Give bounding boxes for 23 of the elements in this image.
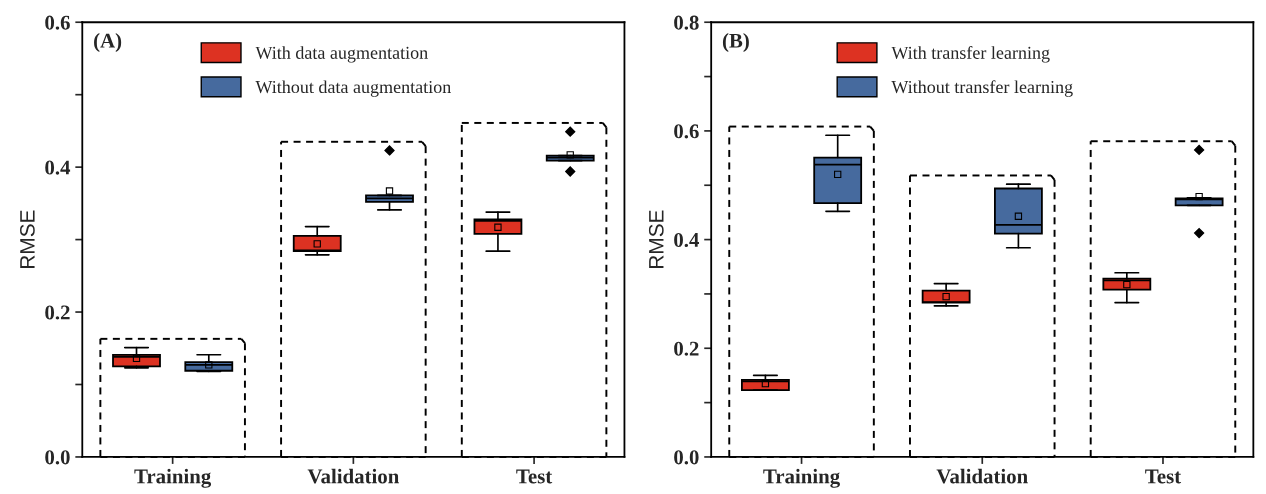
x-tick-label: Training [134,468,212,488]
y-tick-label: 0.0 [674,450,699,465]
x-tick-label: Test [516,469,553,484]
legend-label: With data augmentation [255,46,428,63]
x-tick-label: Training [763,468,840,488]
x-tick-label: Test [1145,469,1182,484]
y-tick-label: 0.4 [674,232,699,248]
y-tick-label: 0.2 [674,341,699,356]
y-tick-label: 0.4 [45,160,71,175]
x-tick-label: Validation [307,468,399,484]
y-tick-label: 0.0 [45,450,70,465]
y-tick-label: 0.6 [45,15,70,30]
y-tick-label: 0.6 [674,124,699,139]
annotation: (A) [94,33,122,52]
legend-label: Without transfer learning [891,80,1073,97]
y-axis-title: RMSE [20,210,35,268]
x-tick-label: Validation [936,468,1028,484]
y-axis-title: RMSE [648,210,664,268]
annotation: (B) [722,33,749,52]
legend-label: With transfer learning [891,46,1050,63]
y-tick-label: 0.2 [45,305,70,320]
y-tick-label: 0.8 [674,15,699,30]
legend-label: Without data augmentation [255,80,451,97]
